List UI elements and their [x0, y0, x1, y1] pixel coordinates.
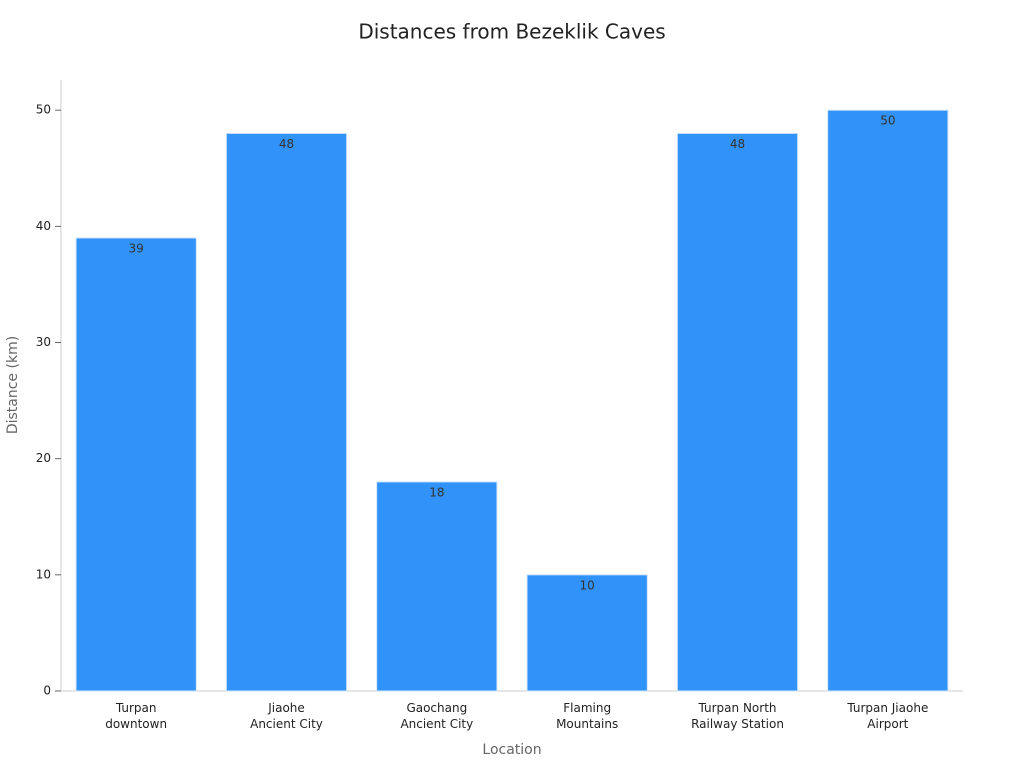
y-axis-title: Distance (km) — [5, 336, 21, 434]
bar — [526, 574, 648, 692]
bar — [676, 132, 799, 692]
x-tick-label: Turpan North Railway Station — [691, 701, 784, 731]
y-tick-label: 40 — [36, 219, 51, 233]
bar — [225, 132, 348, 692]
y-tick-label: 10 — [36, 567, 51, 581]
bar — [827, 109, 949, 692]
y-tick-label: 20 — [36, 451, 51, 465]
y-tick-label: 50 — [36, 103, 51, 117]
bar — [75, 237, 197, 692]
x-tick-label: Turpan downtown — [105, 701, 168, 731]
x-axis-title: Location — [482, 742, 541, 758]
y-tick-label: 30 — [36, 335, 51, 349]
value-label: 18 — [429, 485, 444, 499]
x-tick-label: Turpan Jiaohe Airport — [847, 701, 929, 731]
x-tick-label: Flaming Mountains — [556, 701, 619, 731]
value-label: 48 — [279, 137, 294, 151]
value-label: 39 — [129, 241, 144, 255]
chart-title: Distances from Bezeklik Caves — [358, 20, 665, 44]
value-label: 48 — [730, 137, 745, 151]
x-tick-label: Gaochang Ancient City — [400, 701, 474, 731]
bar — [376, 481, 498, 692]
value-label: 10 — [580, 578, 595, 592]
y-tick-label: 0 — [43, 684, 51, 698]
x-tick-label: Jiaohe Ancient City — [250, 701, 323, 731]
value-label: 50 — [880, 114, 895, 128]
